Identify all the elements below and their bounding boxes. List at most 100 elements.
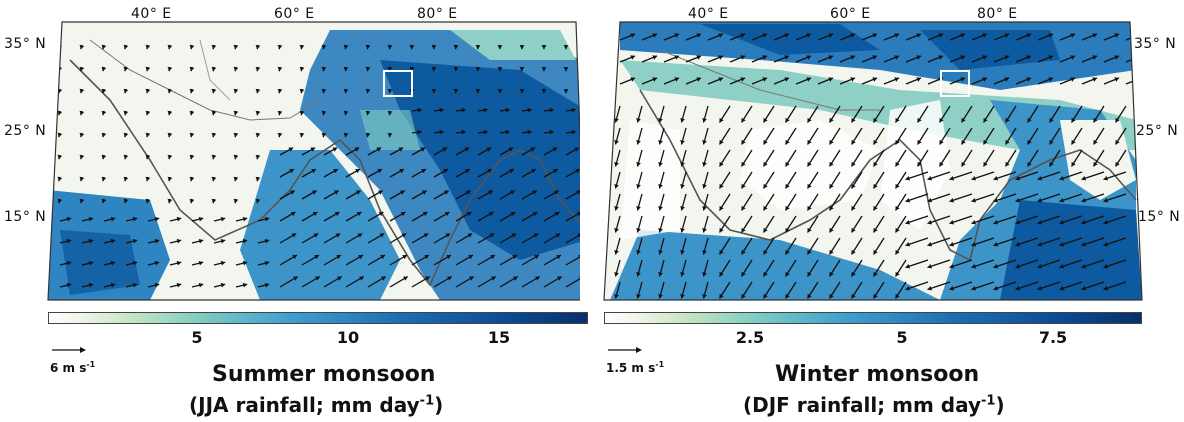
wind-vector-head bbox=[167, 176, 173, 182]
winter-reference-vector-label: 1.5 m s-1 bbox=[606, 360, 664, 375]
wind-vector-head bbox=[299, 66, 305, 72]
wind-vector-head bbox=[1070, 77, 1075, 82]
winter-ref-text: 1.5 m s bbox=[606, 361, 656, 375]
wind-vector-head bbox=[66, 282, 72, 288]
wind-vector-head bbox=[636, 250, 641, 255]
summer-subtitle-sup: -1 bbox=[419, 393, 435, 409]
wind-vector-head bbox=[220, 238, 226, 244]
wind-vector-head bbox=[905, 241, 911, 247]
wind-vector-head bbox=[1026, 77, 1031, 82]
wind-vector-head bbox=[79, 110, 85, 116]
wind-vector-head bbox=[741, 293, 746, 299]
wind-vector-head bbox=[321, 88, 327, 94]
wind-vector-head bbox=[1049, 117, 1054, 123]
wind-vector-head bbox=[905, 197, 911, 203]
winter-colorbar-tick-7-5: 7.5 bbox=[1038, 328, 1068, 347]
wind-vector-head bbox=[541, 45, 547, 50]
wind-vector-head bbox=[873, 205, 878, 211]
wind-vector-head bbox=[905, 219, 911, 225]
wind-vector-head bbox=[916, 55, 921, 60]
wind-vector-head bbox=[938, 33, 943, 38]
wind-vector-head bbox=[658, 118, 663, 123]
wind-vector-head bbox=[255, 110, 261, 116]
wind-vector-head bbox=[1048, 77, 1053, 82]
wind-vector-head bbox=[343, 88, 349, 94]
wind-vector-head bbox=[132, 238, 138, 244]
wind-vector-head bbox=[949, 175, 955, 181]
wind-vector-head bbox=[993, 285, 999, 291]
wind-vector-head bbox=[233, 154, 239, 160]
wind-vector-head bbox=[198, 260, 204, 266]
wind-vector-head bbox=[377, 169, 382, 174]
wind-vector-head bbox=[850, 55, 855, 60]
wind-vector-head bbox=[614, 250, 619, 255]
wind-vector-head bbox=[431, 88, 437, 94]
wind-vector-head bbox=[719, 117, 724, 123]
study-area-box bbox=[383, 70, 413, 97]
wind-vector-head bbox=[1059, 197, 1065, 203]
wind-vector-head bbox=[993, 197, 999, 203]
wind-vector-head bbox=[807, 139, 812, 145]
wind-vector-head bbox=[702, 140, 707, 145]
wind-vector-head bbox=[680, 294, 685, 299]
wind-vector-head bbox=[422, 212, 428, 217]
wind-vector-head bbox=[439, 107, 444, 113]
wind-vector-head bbox=[895, 249, 900, 255]
wind-vector-head bbox=[563, 67, 569, 72]
wind-vector-head bbox=[1136, 55, 1141, 60]
wind-vector-head bbox=[145, 198, 151, 204]
wind-vector-head bbox=[1004, 55, 1009, 60]
wind-vector-head bbox=[1114, 55, 1119, 60]
wind-vector-head bbox=[511, 233, 517, 238]
wind-vector-head bbox=[376, 147, 382, 152]
wind-vector-head bbox=[400, 190, 405, 195]
wind-vector-head bbox=[829, 139, 834, 145]
wind-vector-head bbox=[101, 154, 107, 160]
lon-label-60e: 60° E bbox=[830, 6, 871, 22]
wind-vector-head bbox=[387, 132, 393, 138]
wind-vector-head bbox=[1093, 161, 1098, 167]
wind-vector-head bbox=[829, 161, 834, 167]
wind-vector-head bbox=[255, 154, 261, 160]
wind-vector-head bbox=[1005, 139, 1010, 145]
summer-title: Summer monsoon bbox=[212, 362, 436, 387]
wind-vector-head bbox=[916, 33, 921, 38]
wind-vector-head bbox=[702, 294, 707, 299]
wind-vector-head bbox=[290, 190, 295, 195]
wind-vector-head bbox=[79, 154, 85, 160]
wind-vector-head bbox=[577, 233, 580, 238]
wind-vector-head bbox=[851, 117, 856, 123]
wind-vector-head bbox=[576, 212, 580, 217]
wind-vector-head bbox=[189, 176, 195, 182]
wind-vector-head bbox=[332, 147, 338, 152]
wind-vector-head bbox=[696, 55, 701, 60]
wind-vector-head bbox=[1027, 117, 1032, 123]
winter-monsoon-panel: 40° E 60° E 80° E 35° N 25° N 15° N 2.5 … bbox=[580, 0, 1180, 422]
wind-vector-head bbox=[905, 285, 911, 291]
wind-vector-head bbox=[488, 212, 494, 217]
wind-vector-head bbox=[233, 110, 239, 116]
winter-subtitle-text: (DJF rainfall; mm day bbox=[743, 393, 982, 417]
wind-vector-head bbox=[895, 293, 900, 299]
wind-vector-head bbox=[1071, 117, 1076, 123]
wind-vector-head bbox=[343, 44, 349, 50]
wind-vector-head bbox=[1037, 241, 1043, 247]
wind-vector-head bbox=[400, 212, 406, 217]
wind-vector-head bbox=[993, 175, 999, 181]
wind-vector-head bbox=[971, 263, 977, 269]
wind-vector-head bbox=[1092, 33, 1097, 38]
wind-vector-head bbox=[343, 110, 349, 116]
wind-vector-head bbox=[702, 162, 707, 167]
wind-vector-head bbox=[145, 176, 151, 182]
wind-vector-head bbox=[176, 216, 182, 222]
wind-vector-head bbox=[1103, 219, 1109, 225]
winter-subtitle: (DJF rainfall; mm day-1) bbox=[743, 393, 1005, 417]
wind-vector-head bbox=[895, 183, 900, 189]
wind-vector-head bbox=[658, 140, 663, 145]
wind-vector-head bbox=[79, 176, 85, 182]
wind-vector-head bbox=[189, 132, 195, 138]
wind-vector-head bbox=[576, 190, 580, 195]
wind-vector-head bbox=[293, 276, 298, 281]
wind-vector-head bbox=[220, 282, 226, 288]
wind-vector-head bbox=[453, 67, 459, 72]
